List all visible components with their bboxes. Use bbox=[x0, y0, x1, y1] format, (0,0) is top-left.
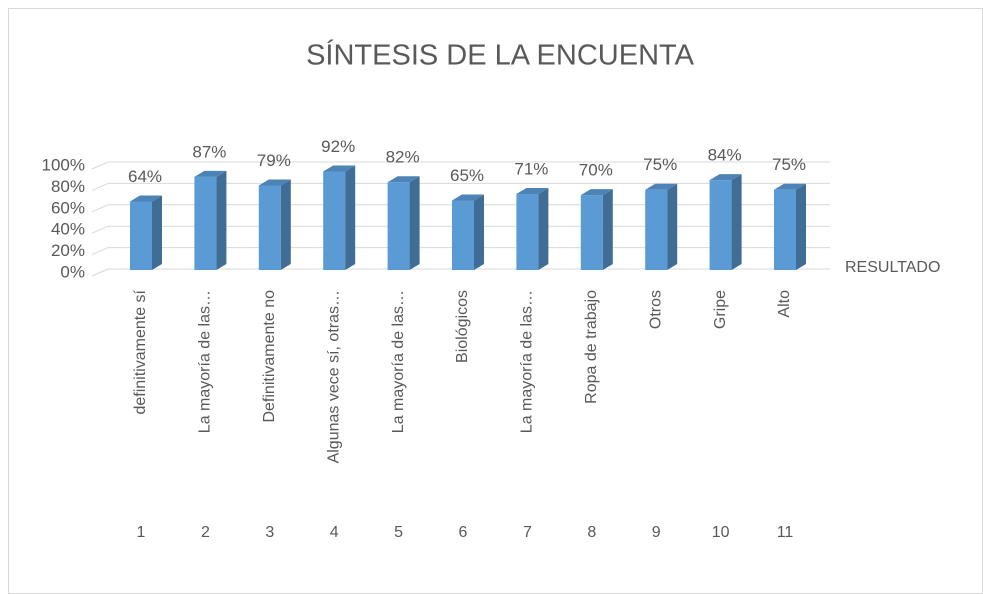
x-tick-label: Biológicos bbox=[454, 290, 471, 363]
bar-face bbox=[345, 165, 356, 270]
bar-face bbox=[731, 174, 742, 270]
bar-face bbox=[774, 189, 796, 270]
x-tick-label: Ropa de trabajo bbox=[583, 290, 600, 404]
data-label: 75% bbox=[772, 155, 806, 174]
x-tick-label: La mayoría de las… bbox=[519, 290, 536, 433]
bar-face bbox=[602, 189, 613, 270]
data-label: 87% bbox=[192, 142, 226, 161]
bar-face bbox=[796, 183, 806, 270]
bar bbox=[387, 176, 420, 270]
grid-line bbox=[91, 182, 109, 191]
bar-face bbox=[409, 176, 420, 270]
x-group-label: 10 bbox=[712, 524, 730, 541]
bar-face bbox=[774, 183, 806, 190]
bar-face bbox=[645, 183, 678, 190]
x-tick-label: Definitivamente no bbox=[261, 290, 278, 423]
bar bbox=[130, 195, 162, 270]
grid-line bbox=[91, 268, 109, 277]
x-tick-label: La mayoría de las… bbox=[390, 290, 407, 433]
x-tick-label: La mayoría de las… bbox=[197, 290, 214, 433]
x-group-label: 1 bbox=[137, 524, 146, 541]
bar-face bbox=[516, 188, 549, 195]
data-label: 75% bbox=[643, 155, 677, 174]
x-group-label: 2 bbox=[201, 524, 210, 541]
bar-face bbox=[580, 195, 603, 270]
x-group-label: 8 bbox=[587, 524, 596, 541]
bar-face bbox=[709, 174, 742, 181]
x-tick-label: definitivamente sí bbox=[132, 289, 149, 414]
bar bbox=[580, 189, 613, 270]
bar-face bbox=[580, 189, 613, 196]
x-tick-label: Gripe bbox=[712, 290, 729, 329]
bar-face bbox=[194, 176, 217, 270]
chart-title: SÍNTESIS DE LA ENCUENTA bbox=[306, 39, 694, 72]
bar-face bbox=[216, 170, 227, 270]
data-label: 79% bbox=[257, 151, 291, 170]
grid-line bbox=[91, 225, 109, 234]
bar-face bbox=[452, 194, 484, 201]
data-label: 92% bbox=[321, 137, 355, 156]
x-group-label: 5 bbox=[394, 524, 403, 541]
y-tick-label: 40% bbox=[51, 220, 85, 239]
x-tick-label: Otros bbox=[647, 290, 664, 329]
bar-face bbox=[645, 189, 668, 270]
bar-face bbox=[709, 180, 732, 270]
x-tick-label: Alto bbox=[776, 290, 793, 318]
grid-line bbox=[91, 161, 109, 170]
grid-line bbox=[91, 204, 109, 213]
data-label: 84% bbox=[708, 146, 742, 165]
x-group-label: 7 bbox=[523, 524, 532, 541]
bar-face bbox=[474, 194, 484, 270]
bar-face bbox=[323, 165, 356, 172]
bar bbox=[323, 165, 356, 270]
bar bbox=[452, 194, 484, 270]
y-tick-label: 100% bbox=[42, 155, 85, 174]
x-tick-label: Algunas vece sí, otras… bbox=[325, 290, 342, 463]
bar bbox=[645, 183, 678, 270]
data-label: 65% bbox=[450, 166, 484, 185]
bar-face bbox=[194, 170, 227, 177]
legend-label: RESULTADO bbox=[845, 259, 940, 276]
chart-frame bbox=[8, 8, 983, 594]
bar-face bbox=[667, 183, 678, 270]
bar-face bbox=[323, 171, 346, 270]
x-group-label: 11 bbox=[777, 524, 794, 541]
data-label: 64% bbox=[128, 167, 162, 186]
bar-face bbox=[258, 185, 281, 270]
bar-face bbox=[387, 182, 410, 270]
y-tick-label: 20% bbox=[51, 241, 85, 260]
grid-line bbox=[91, 247, 109, 256]
bar-face bbox=[130, 201, 152, 270]
bar bbox=[774, 183, 806, 270]
bar bbox=[709, 174, 742, 270]
y-tick-label: 60% bbox=[51, 198, 85, 217]
x-group-label: 9 bbox=[652, 524, 661, 541]
bar bbox=[194, 170, 227, 270]
bar bbox=[516, 188, 549, 270]
x-group-label: 6 bbox=[459, 524, 468, 541]
x-group-label: 3 bbox=[265, 524, 274, 541]
bar-face bbox=[130, 195, 162, 202]
bar bbox=[258, 179, 291, 270]
bar-face bbox=[452, 200, 474, 270]
data-label: 82% bbox=[386, 148, 420, 167]
data-label: 70% bbox=[579, 161, 613, 180]
y-tick-label: 80% bbox=[51, 177, 85, 196]
bar-face bbox=[280, 179, 291, 270]
y-tick-label: 0% bbox=[60, 262, 85, 281]
bar-face bbox=[516, 194, 539, 270]
data-label: 71% bbox=[514, 160, 548, 179]
bar-face bbox=[258, 179, 291, 186]
bar-face bbox=[152, 195, 162, 270]
bar-face bbox=[538, 188, 549, 270]
x-group-label: 4 bbox=[330, 524, 339, 541]
bar-face bbox=[387, 176, 420, 183]
